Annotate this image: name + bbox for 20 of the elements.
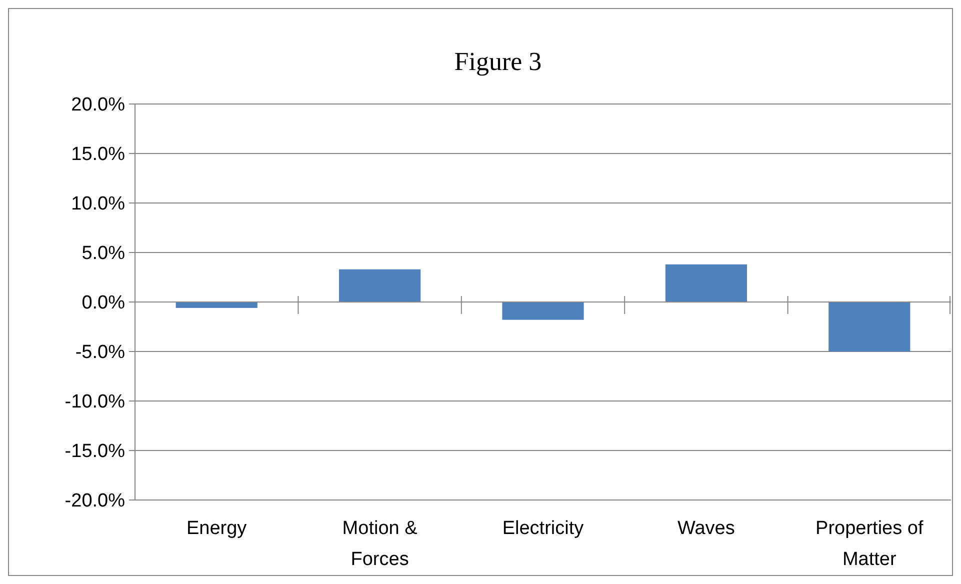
y-tick-label: -15.0% [64, 441, 126, 462]
x-tick-label: Waves [678, 518, 735, 539]
bar [502, 302, 584, 320]
y-tick-label: 20.0% [71, 94, 126, 116]
bar [339, 269, 421, 302]
bar [176, 302, 258, 308]
y-tick-label: 5.0% [82, 243, 126, 264]
y-tick-label: -20.0% [64, 490, 126, 512]
y-tick-label: 10.0% [71, 194, 126, 215]
x-tick-label: Energy [186, 518, 248, 539]
bar [665, 264, 747, 302]
y-tick-label: 15.0% [71, 144, 126, 166]
y-tick-label: -5.0% [75, 342, 126, 364]
x-tick-label: Properties of Matter [816, 518, 924, 570]
x-tick-label: Motion & Forces [342, 518, 418, 570]
y-tick-label: 0.0% [82, 292, 126, 314]
bar [828, 302, 910, 352]
x-tick-label: Electricity [502, 518, 584, 539]
y-tick-label: -10.0% [64, 392, 126, 413]
chart-title: Figure 3 [454, 47, 542, 76]
